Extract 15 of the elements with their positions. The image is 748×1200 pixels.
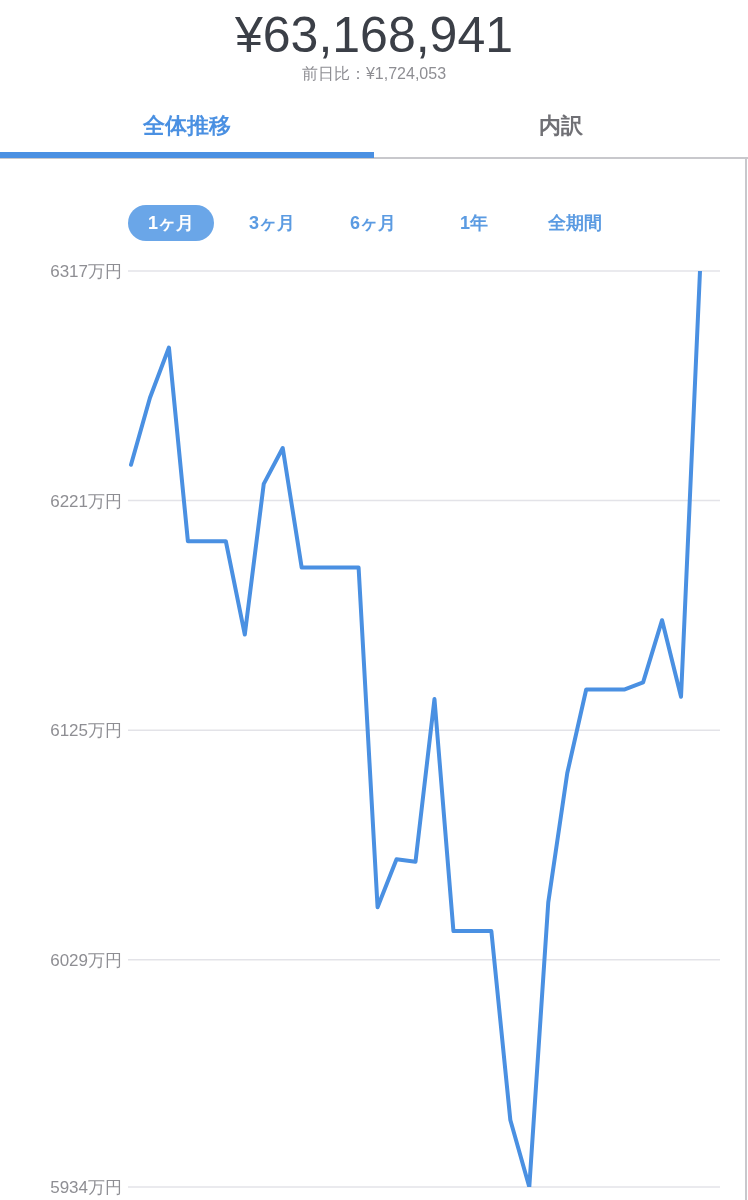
text: 6ヶ月 — [349, 212, 396, 235]
chart-subtitle: 前日比：¥1,724,053 — [301, 65, 447, 82]
text: 全期間 — [548, 212, 602, 235]
chart-title: ¥63,168,941 — [234, 7, 514, 63]
line-series — [129, 271, 702, 1187]
y-tick-label: 5934万円 — [50, 1178, 122, 1198]
text: 1年 — [459, 212, 488, 235]
pill-button: 1ヶ月 — [128, 205, 214, 241]
y-tick-label: 6125万円 — [50, 721, 122, 741]
text: 3ヶ月 — [248, 212, 295, 235]
text: 全体推移 — [143, 113, 231, 138]
y-tick-label: 6221万円 — [50, 491, 122, 511]
y-tick-label: 6317万円 — [50, 262, 122, 282]
y-tick-label: 6029万円 — [50, 950, 122, 970]
text: 内訳 — [539, 113, 583, 138]
